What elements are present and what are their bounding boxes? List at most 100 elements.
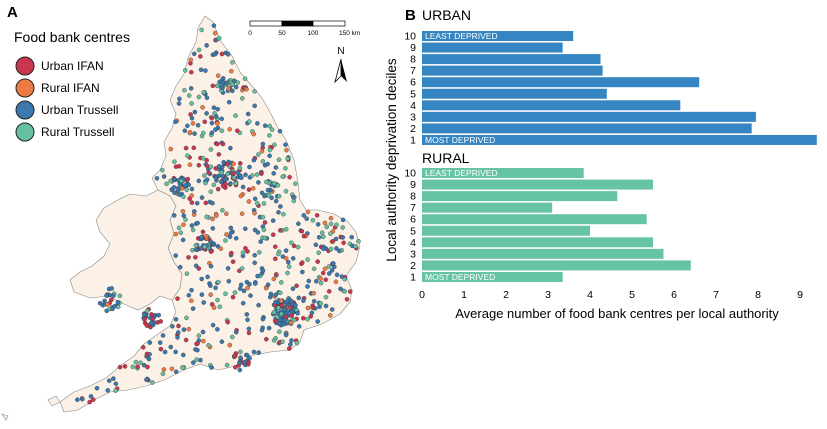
food-bank-dot — [144, 377, 149, 382]
food-bank-dot — [204, 111, 209, 116]
food-bank-dot — [329, 268, 335, 273]
food-bank-dot — [334, 222, 339, 228]
food-bank-dot — [229, 250, 234, 256]
food-bank-dot — [246, 330, 252, 336]
food-bank-dot — [276, 305, 281, 311]
food-bank-dot — [158, 346, 164, 352]
food-bank-dot — [245, 285, 250, 291]
food-bank-dot — [208, 263, 214, 269]
food-bank-dot — [265, 161, 270, 167]
food-bank-dot — [171, 213, 177, 218]
x-tick-label-0: 0 — [419, 289, 425, 301]
food-bank-dot — [252, 260, 257, 266]
food-bank-dot — [215, 297, 220, 303]
food-bank-dot — [340, 225, 345, 230]
food-bank-dot — [262, 220, 268, 225]
food-bank-dot — [267, 147, 273, 153]
food-bank-dot — [334, 246, 339, 251]
food-bank-dot — [195, 123, 201, 128]
food-bank-dot — [225, 266, 231, 271]
food-bank-dot — [326, 289, 332, 294]
food-bank-dot — [192, 131, 197, 136]
food-bank-dot — [256, 302, 261, 308]
urban-bar-7 — [422, 65, 603, 76]
food-bank-dot — [172, 159, 177, 164]
y-axis-title: Local authority deprivation deciles — [384, 58, 399, 262]
food-bank-dot — [135, 364, 140, 369]
food-bank-dot — [203, 68, 208, 73]
food-bank-dot — [200, 156, 206, 161]
food-bank-dot — [215, 73, 221, 78]
food-bank-dot — [296, 324, 302, 329]
food-bank-dot — [187, 130, 193, 135]
food-bank-dot — [212, 30, 218, 36]
food-bank-dot — [154, 176, 160, 181]
food-bank-dot — [233, 236, 239, 241]
food-bank-dot — [189, 115, 195, 121]
food-bank-dot — [192, 209, 197, 214]
urban-bar-1 — [422, 134, 817, 145]
food-bank-dot — [194, 357, 199, 362]
food-bank-dot — [282, 307, 288, 313]
urban-tick-label-3: 3 — [410, 111, 416, 123]
food-bank-dot — [215, 106, 220, 112]
food-bank-dot — [233, 113, 238, 118]
urban-tick-label-2: 2 — [410, 123, 416, 135]
food-bank-dot — [130, 364, 136, 370]
urban-bar-4 — [422, 100, 681, 111]
food-bank-dot — [184, 271, 190, 276]
food-bank-dot — [294, 283, 299, 289]
food-bank-dot — [181, 327, 187, 332]
food-bank-dot — [328, 215, 334, 221]
food-bank-dot — [196, 266, 202, 271]
food-bank-dot — [305, 284, 310, 289]
food-bank-dot — [262, 123, 268, 128]
food-bank-dot — [252, 89, 257, 94]
food-bank-dot — [331, 261, 336, 266]
food-bank-dot — [105, 388, 111, 393]
food-bank-dot — [204, 43, 209, 48]
food-bank-dot — [210, 322, 216, 328]
food-bank-dot — [288, 342, 293, 347]
food-bank-dot — [245, 111, 251, 117]
legend-label-urban-trussell: Urban Trussell — [41, 103, 118, 117]
food-bank-dot — [88, 394, 94, 399]
food-bank-dot — [271, 181, 277, 186]
scale-label-100: 100 — [308, 30, 319, 37]
food-bank-dot — [251, 157, 257, 163]
food-bank-dot — [263, 285, 269, 291]
food-bank-dot — [183, 145, 189, 151]
food-bank-dot — [175, 296, 180, 301]
food-bank-dot — [334, 272, 340, 278]
rural-tick-label-5: 5 — [410, 225, 416, 237]
rural-chart-title: RURAL — [422, 150, 470, 166]
food-bank-dot — [113, 381, 119, 386]
x-tick-label-1: 1 — [461, 289, 467, 301]
food-bank-dot — [283, 166, 288, 171]
food-bank-dot — [199, 276, 204, 282]
food-bank-dot — [160, 167, 165, 173]
food-bank-dot — [179, 178, 184, 184]
food-bank-dot — [208, 164, 214, 170]
food-bank-dot — [211, 105, 217, 110]
food-bank-dot — [283, 248, 289, 253]
food-bank-dot — [247, 119, 252, 124]
food-bank-dot — [246, 326, 252, 332]
food-bank-dot — [204, 163, 210, 169]
food-bank-dot — [258, 239, 263, 244]
food-bank-dot — [260, 214, 266, 220]
food-bank-dot — [233, 330, 239, 335]
food-bank-dot — [279, 303, 285, 308]
food-bank-dot — [342, 289, 347, 294]
legend-swatch-urban-ifan — [15, 56, 35, 76]
food-bank-dot — [145, 364, 150, 370]
food-bank-dot — [244, 87, 249, 92]
food-bank-dot — [228, 145, 233, 151]
food-bank-dot — [201, 300, 206, 305]
food-bank-dot — [295, 311, 300, 316]
food-bank-dot — [293, 181, 298, 186]
food-bank-dot — [171, 185, 177, 190]
food-bank-dot — [287, 174, 292, 180]
food-bank-dot — [211, 241, 217, 247]
